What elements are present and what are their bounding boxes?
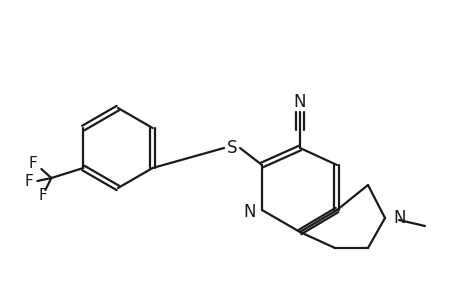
Text: F: F <box>25 173 34 188</box>
Text: N: N <box>392 209 405 227</box>
Text: N: N <box>293 93 306 111</box>
Text: F: F <box>39 188 48 203</box>
Text: S: S <box>226 139 237 157</box>
Text: N: N <box>243 203 256 221</box>
Text: F: F <box>29 157 38 172</box>
